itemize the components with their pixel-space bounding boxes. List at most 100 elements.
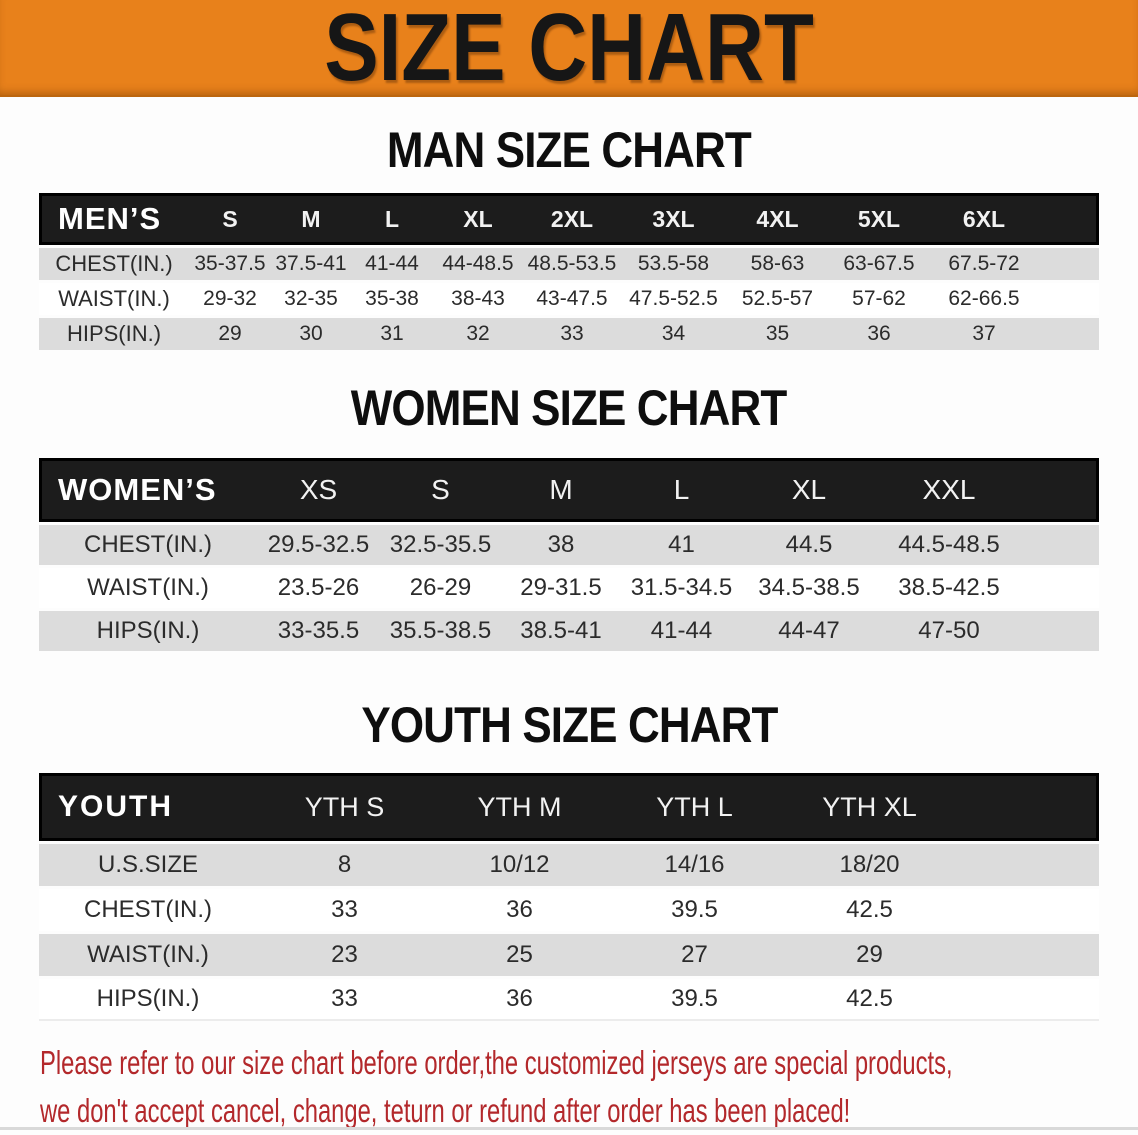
size-value: 58-63 xyxy=(726,248,829,280)
size-value: 41 xyxy=(621,525,742,565)
table-row: CHEST(IN.) 35-37.5 37.5-41 41-44 44-48.5… xyxy=(39,248,1099,280)
size-column-header: YTH L xyxy=(607,773,782,841)
page-title: SIZE CHART xyxy=(324,0,814,101)
size-value: 32 xyxy=(433,318,523,350)
size-column-header: 4XL xyxy=(726,193,829,245)
size-value: 53.5-58 xyxy=(621,248,726,280)
table-row: CHEST(IN.) 29.5-32.5 32.5-35.5 38 41 44.… xyxy=(39,525,1099,565)
spacer-cell xyxy=(1039,283,1099,315)
row-label: CHEST(IN.) xyxy=(39,889,257,931)
size-column-header: XS xyxy=(257,458,380,522)
size-value: 29 xyxy=(782,934,957,976)
size-value: 31 xyxy=(351,318,433,350)
size-value: 23 xyxy=(257,934,432,976)
size-value: 30 xyxy=(271,318,351,350)
youth-heading-text: YOUTH SIZE CHART xyxy=(360,697,778,753)
size-value: 18/20 xyxy=(782,844,957,886)
size-value: 67.5-72 xyxy=(929,248,1039,280)
table-row: WAIST(IN.) 23.5-26 26-29 29-31.5 31.5-34… xyxy=(39,568,1099,608)
size-value: 29-32 xyxy=(189,283,271,315)
spacer-cell xyxy=(1022,568,1099,608)
size-value: 44.5-48.5 xyxy=(876,525,1022,565)
size-value: 26-29 xyxy=(380,568,501,608)
table-row: HIPS(IN.) 33 36 39.5 42.5 xyxy=(39,979,1099,1021)
row-label: WAIST(IN.) xyxy=(39,934,257,976)
size-value: 38-43 xyxy=(433,283,523,315)
size-column-header: 2XL xyxy=(523,193,621,245)
size-value: 34 xyxy=(621,318,726,350)
spacer-cell xyxy=(957,934,1099,976)
size-value: 43-47.5 xyxy=(523,283,621,315)
footer-note: Please refer to our size chart before or… xyxy=(0,1039,1138,1135)
spacer-cell xyxy=(1039,248,1099,280)
spacer-cell xyxy=(957,844,1099,886)
size-column-header: M xyxy=(501,458,621,522)
women-table-corner-label: WOMEN’S xyxy=(39,458,257,522)
size-value: 31.5-34.5 xyxy=(621,568,742,608)
size-value: 39.5 xyxy=(607,889,782,931)
row-label: CHEST(IN.) xyxy=(39,248,189,280)
size-value: 32-35 xyxy=(271,283,351,315)
size-value: 57-62 xyxy=(829,283,929,315)
row-label: HIPS(IN.) xyxy=(39,318,189,350)
spacer-cell xyxy=(1022,458,1099,522)
table-row: WAIST(IN.) 29-32 32-35 35-38 38-43 43-47… xyxy=(39,283,1099,315)
size-value: 34.5-38.5 xyxy=(742,568,876,608)
size-value: 29-31.5 xyxy=(501,568,621,608)
youth-header-row: YOUTH YTH S YTH M YTH L YTH XL xyxy=(39,773,1099,841)
size-value: 35.5-38.5 xyxy=(380,611,501,651)
size-value: 23.5-26 xyxy=(257,568,380,608)
youth-table-corner-label: YOUTH xyxy=(39,773,257,841)
size-value: 33 xyxy=(523,318,621,350)
size-value: 39.5 xyxy=(607,979,782,1021)
size-chart-banner: SIZE CHART xyxy=(0,0,1138,97)
women-section-heading: WOMEN SIZE CHART xyxy=(0,383,1138,433)
size-value: 36 xyxy=(829,318,929,350)
size-value: 35-38 xyxy=(351,283,433,315)
spacer-cell xyxy=(1039,318,1099,350)
size-value: 38.5-41 xyxy=(501,611,621,651)
spacer-cell xyxy=(957,979,1099,1021)
youth-section-heading: YOUTH SIZE CHART xyxy=(0,700,1138,750)
size-column-header: 6XL xyxy=(929,193,1039,245)
size-value: 35-37.5 xyxy=(189,248,271,280)
size-column-header: M xyxy=(271,193,351,245)
size-value: 29 xyxy=(189,318,271,350)
size-value: 62-66.5 xyxy=(929,283,1039,315)
size-value: 42.5 xyxy=(782,889,957,931)
men-heading-text: MAN SIZE CHART xyxy=(386,122,752,178)
size-column-header: S xyxy=(189,193,271,245)
size-column-header: XXL xyxy=(876,458,1022,522)
size-value: 47.5-52.5 xyxy=(621,283,726,315)
size-value: 29.5-32.5 xyxy=(257,525,380,565)
size-value: 33-35.5 xyxy=(257,611,380,651)
size-column-header: YTH S xyxy=(257,773,432,841)
size-column-header: YTH M xyxy=(432,773,607,841)
footer-note-line2: we don't accept cancel, change, teturn o… xyxy=(40,1092,851,1129)
size-value: 42.5 xyxy=(782,979,957,1021)
size-value: 48.5-53.5 xyxy=(523,248,621,280)
spacer-cell xyxy=(1039,193,1099,245)
men-table-corner-label: MEN’S xyxy=(39,193,189,245)
size-column-header: XL xyxy=(742,458,876,522)
spacer-cell xyxy=(1022,611,1099,651)
size-column-header: L xyxy=(351,193,433,245)
size-column-header: YTH XL xyxy=(782,773,957,841)
spacer-cell xyxy=(957,773,1099,841)
row-label: WAIST(IN.) xyxy=(39,283,189,315)
size-column-header: S xyxy=(380,458,501,522)
table-row: CHEST(IN.) 33 36 39.5 42.5 xyxy=(39,889,1099,931)
table-row: WAIST(IN.) 23 25 27 29 xyxy=(39,934,1099,976)
row-label: CHEST(IN.) xyxy=(39,525,257,565)
men-header-row: MEN’S S M L XL 2XL 3XL 4XL 5XL 6XL xyxy=(39,193,1099,245)
size-column-header: 3XL xyxy=(621,193,726,245)
size-value: 41-44 xyxy=(351,248,433,280)
size-value: 37 xyxy=(929,318,1039,350)
size-value: 37.5-41 xyxy=(271,248,351,280)
size-value: 36 xyxy=(432,979,607,1021)
table-row: U.S.SIZE 8 10/12 14/16 18/20 xyxy=(39,844,1099,886)
size-value: 27 xyxy=(607,934,782,976)
size-value: 44.5 xyxy=(742,525,876,565)
row-label: HIPS(IN.) xyxy=(39,611,257,651)
row-label: WAIST(IN.) xyxy=(39,568,257,608)
